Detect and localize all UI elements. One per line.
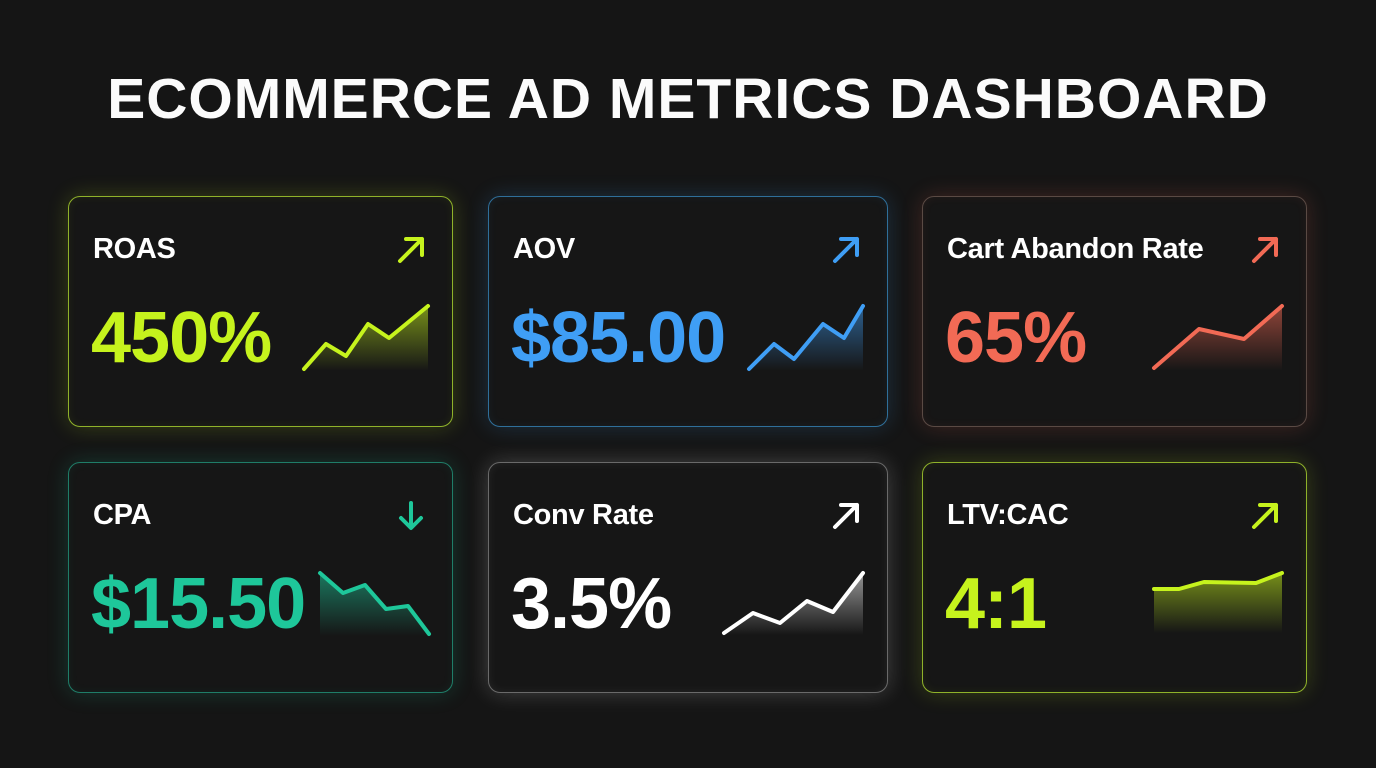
metric-label: CPA: [93, 499, 152, 531]
sparkline: [722, 571, 865, 635]
sparkline-line: [747, 304, 865, 371]
metric-label: Cart Abandon Rate: [947, 233, 1204, 265]
sparkline-line: [722, 571, 865, 635]
page-title: ECOMMERCE AD METRICS DASHBOARD: [107, 67, 1269, 131]
metric-card[interactable]: CPA $15.50: [68, 462, 453, 693]
sparkline-area: [724, 573, 863, 635]
sparkline: [318, 571, 431, 636]
metric-label: AOV: [513, 233, 575, 265]
metric-label: Conv Rate: [513, 499, 654, 531]
sparkline: [747, 304, 865, 371]
arrow-up-right-icon: [1252, 503, 1278, 529]
metric-label: ROAS: [93, 233, 176, 265]
arrow-down-icon: [399, 501, 423, 530]
sparkline-line: [302, 304, 430, 371]
sparkline-line: [318, 571, 431, 636]
sparkline: [302, 304, 430, 371]
sparkline-area: [304, 306, 428, 371]
metric-card[interactable]: ROAS 450%: [68, 196, 453, 427]
metric-label: LTV:CAC: [947, 499, 1069, 531]
sparkline-area: [320, 573, 429, 636]
sparkline-area: [1154, 306, 1282, 371]
metric-card[interactable]: Cart Abandon Rate 65%: [922, 196, 1307, 427]
metric-card[interactable]: AOV $85.00: [488, 196, 888, 427]
metric-value: $15.50: [91, 564, 306, 644]
sparkline: [1152, 304, 1284, 371]
arrow-up-right-icon: [833, 503, 859, 529]
sparkline-line: [1152, 571, 1284, 591]
metric-card[interactable]: LTV:CAC 4:1: [922, 462, 1307, 693]
arrow-up-right-icon: [398, 237, 424, 263]
metric-value: 65%: [945, 298, 1087, 378]
metric-value: 3.5%: [511, 564, 672, 644]
metric-value: 4:1: [945, 564, 1047, 644]
metric-card[interactable]: Conv Rate 3.5%: [488, 462, 888, 693]
sparkline: [1152, 571, 1284, 633]
metric-value: 450%: [91, 298, 272, 378]
arrow-up-right-icon: [833, 237, 859, 263]
arrow-up-right-icon: [1252, 237, 1278, 263]
metric-value: $85.00: [511, 298, 726, 378]
sparkline-line: [1152, 304, 1284, 370]
sparkline-area: [749, 306, 863, 371]
